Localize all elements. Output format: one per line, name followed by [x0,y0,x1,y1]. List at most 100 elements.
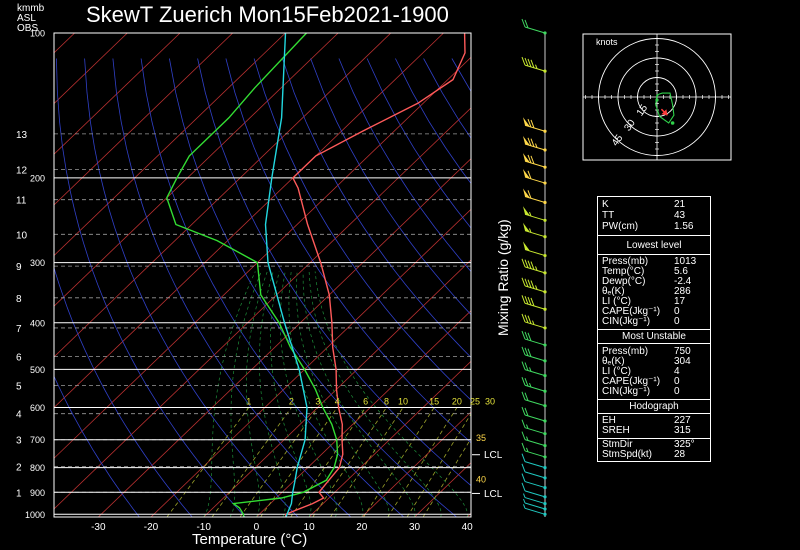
wind-barb-staff [524,196,546,203]
wind-barb-half [535,285,538,290]
wind-barb [521,56,547,73]
wind-barb-full [521,463,526,473]
mixing-ratio-label: 8 [384,397,389,407]
mixing-ratio-label: 15 [429,397,439,407]
wind-barb-staff [524,450,546,458]
index-row: Press(mb) 1013 [602,256,697,267]
mixing-ratio-label: 3 [315,397,320,407]
pressure-tick-label: 100 [30,29,45,39]
wind-barb-staff [524,64,546,72]
wind-barb-full [521,313,526,323]
wind-barb-staff [524,399,546,407]
indices-panel: K 21 TT 43 PW(cm) 1.56 Lowest level Press(m… [597,196,711,462]
height-tick-label: 13 [16,130,28,141]
dry-adiabat [84,58,299,517]
wind-barb-dot [543,444,547,448]
wind-barb [523,493,547,506]
x-axis-label: Temperature (°C) [192,531,308,548]
wind-barb-full [527,332,532,342]
separator [598,254,710,255]
mixing-ratio-line [422,437,471,517]
separator [598,438,710,439]
isotherm-value-label: 35 [476,433,486,443]
wind-barb-full [530,59,535,68]
wind-barb-flag [523,241,530,252]
index-row: Temp(°C) 5.6 [602,266,688,277]
wind-barb [523,117,547,133]
wind-barb-flag [523,117,530,127]
pressure-tick-label: 500 [30,365,45,375]
isotherm-line [54,33,444,409]
units-km: km [17,3,31,14]
index-row: θₑ(K) 286 [602,286,691,297]
mixing-ratio-label: 20 [452,397,462,407]
wind-barb-staff [524,384,546,392]
right-level-labels: 35 LCL 40 LCL [472,433,503,500]
mixing-ratio-line [290,407,366,517]
wind-barb-full [521,361,526,370]
isotherm-line [54,33,339,307]
mixing-ratio-labels: 1 2 3 4 6 8 10 15 20 25 30 [246,397,495,407]
temperature-tick-label: 30 [409,522,421,533]
wind-barb-full [530,138,535,147]
wind-barb-staff [524,302,546,310]
wind-barb-full [524,392,529,401]
wind-barb-staff [524,507,546,515]
wind-barb [521,391,547,408]
mixing-ratio-line [363,407,435,517]
pressure-tick-label: 800 [30,463,45,473]
moist-adiabat [203,271,256,517]
hodograph-trace [655,92,675,124]
wind-barb-full [521,473,526,482]
chart-title: SkewT Zuerich Mon15Feb2021-1900 [86,2,449,27]
index-row: LI (°C) 4 [602,366,680,377]
wind-barb-staff [524,230,546,238]
wind-barb [521,313,547,330]
profile-curves [166,33,466,517]
profile-line [166,33,339,517]
mixing-ratio-label: 1 [246,397,251,407]
dry-adiabat [338,58,471,273]
dry-adiabat [253,58,471,401]
moist-adiabat [302,271,416,517]
temperature-tick-label: 20 [356,522,368,533]
lowest-level-title: Lowest level [626,240,682,251]
index-row: CIN(Jkg⁻¹) 0 [602,316,680,327]
wind-barb-staff [524,338,546,346]
wind-barb-dot [543,404,547,408]
hodograph-ring [617,57,697,137]
wind-barb-full [521,391,526,400]
wind-barb-half [526,447,529,453]
profile-line [284,33,466,517]
height-tick-label: 10 [16,230,28,241]
isotherm-line [54,33,392,358]
wind-barb-dot [543,495,547,499]
wind-barb [521,295,547,311]
height-tick-label: 2 [16,462,22,473]
wind-barb-staff [524,502,546,510]
hodograph-ring [598,38,716,156]
wind-barb-full [530,297,535,307]
mixing-ratio-line [330,407,404,517]
wind-barb [521,361,547,378]
wind-barb-dot [543,419,547,423]
wind-barb [521,18,547,35]
wind-barb-full [527,154,532,164]
index-row: θₑ(K) 304 [602,356,691,367]
wind-barb [521,406,547,423]
height-tick-label: 4 [16,410,22,421]
wind-barb-staff [524,26,546,34]
dry-adiabat [54,375,140,517]
wind-barb [521,258,547,275]
wind-barb-full [524,347,529,356]
wind-barb-full [527,137,532,146]
height-tick-label: 11 [16,196,27,207]
wind-barb-full [521,56,526,66]
pressure-tick-label: 200 [30,173,45,183]
dry-adiabat [140,58,405,517]
wind-barb-half [523,498,526,504]
wind-barb-dot [543,271,547,275]
separator [598,235,710,236]
